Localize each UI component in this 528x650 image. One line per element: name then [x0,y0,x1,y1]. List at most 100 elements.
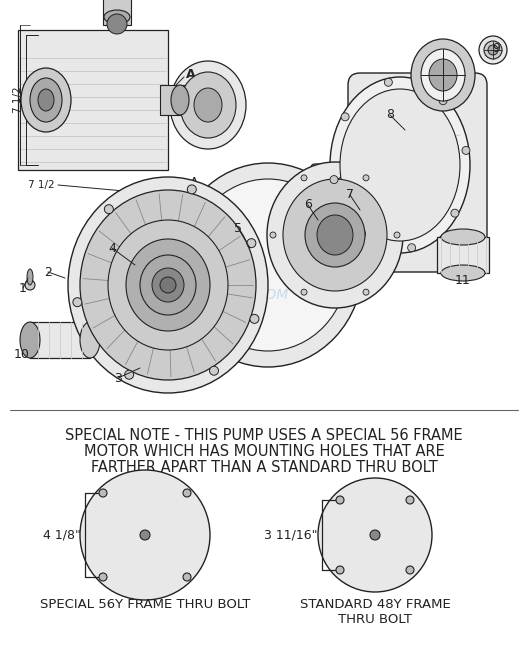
Circle shape [336,566,344,574]
Circle shape [73,298,82,307]
Circle shape [301,175,307,181]
Ellipse shape [180,72,236,138]
Ellipse shape [188,179,348,351]
Text: 1: 1 [19,281,27,294]
Ellipse shape [421,49,465,101]
Circle shape [99,573,107,581]
Circle shape [160,277,176,293]
Circle shape [250,315,259,323]
Ellipse shape [25,280,35,290]
Text: SPECIAL 56Y FRAME THRU BOLT: SPECIAL 56Y FRAME THRU BOLT [40,598,250,611]
Ellipse shape [411,39,475,111]
Text: MOTOR WHICH HAS MOUNTING HOLES THAT ARE: MOTOR WHICH HAS MOUNTING HOLES THAT ARE [83,444,445,459]
Ellipse shape [330,77,470,253]
Text: THRU BOLT: THRU BOLT [338,613,412,626]
Ellipse shape [283,179,387,291]
Ellipse shape [322,175,378,255]
Text: 11: 11 [455,274,471,287]
Ellipse shape [488,45,498,55]
Ellipse shape [104,10,130,24]
Text: 10: 10 [14,348,30,361]
Circle shape [357,230,365,238]
Ellipse shape [80,190,256,380]
Text: 9: 9 [492,42,500,55]
Circle shape [187,185,196,194]
Text: A: A [190,176,199,188]
Text: 4: 4 [108,242,116,255]
Ellipse shape [20,322,40,358]
Text: 5: 5 [234,222,242,235]
Ellipse shape [152,268,184,302]
Circle shape [408,244,416,252]
Text: 7: 7 [346,188,354,202]
Circle shape [210,366,219,375]
Ellipse shape [140,255,196,315]
Ellipse shape [340,89,460,241]
Bar [30,322,90,358]
Text: 8: 8 [386,109,394,122]
Text: INYOPOOLS.COM: INYOPOOLS.COM [172,288,289,302]
Text: 3: 3 [114,372,122,385]
Bar [160,85,188,115]
Circle shape [270,232,276,238]
Ellipse shape [484,41,502,59]
Text: 3 11/16": 3 11/16" [265,528,318,541]
Text: 7 1/2: 7 1/2 [13,86,23,113]
Circle shape [370,530,380,540]
Text: 7 1/2: 7 1/2 [29,180,55,190]
Text: SPECIAL NOTE - THIS PUMP USES A SPECIAL 56 FRAME: SPECIAL NOTE - THIS PUMP USES A SPECIAL … [65,428,463,443]
Ellipse shape [267,162,403,308]
Bar [103,0,131,25]
Circle shape [336,496,344,504]
Ellipse shape [171,85,189,115]
Circle shape [451,209,459,217]
Ellipse shape [173,163,363,367]
Circle shape [341,113,349,121]
Text: 6: 6 [304,198,312,211]
Ellipse shape [441,229,485,245]
Ellipse shape [170,61,246,149]
Circle shape [394,232,400,238]
Ellipse shape [479,36,507,64]
Bar [437,237,489,273]
Circle shape [80,470,210,600]
Circle shape [183,489,191,497]
Ellipse shape [107,14,127,34]
Circle shape [439,97,447,105]
Circle shape [406,566,414,574]
Ellipse shape [80,322,100,358]
Ellipse shape [441,265,485,281]
Circle shape [125,370,134,379]
Text: 2: 2 [44,265,52,278]
Bar [18,30,168,170]
Circle shape [363,289,369,295]
Circle shape [105,205,114,214]
Ellipse shape [68,177,268,393]
Ellipse shape [305,203,365,267]
Circle shape [318,478,432,592]
Circle shape [330,176,338,183]
Circle shape [99,489,107,497]
Ellipse shape [317,215,353,255]
Ellipse shape [194,88,222,122]
Circle shape [384,78,392,86]
Text: A: A [186,68,196,81]
Text: STANDARD 48Y FRAME: STANDARD 48Y FRAME [299,598,450,611]
Circle shape [363,175,369,181]
Ellipse shape [38,89,54,111]
Circle shape [462,146,470,155]
Circle shape [140,530,150,540]
Ellipse shape [30,78,62,122]
FancyBboxPatch shape [348,73,487,272]
Ellipse shape [429,59,457,91]
Ellipse shape [21,68,71,132]
Circle shape [301,289,307,295]
Circle shape [183,573,191,581]
FancyBboxPatch shape [311,164,389,267]
Circle shape [406,496,414,504]
Ellipse shape [126,239,210,331]
Text: 4 1/8": 4 1/8" [43,528,81,541]
Text: FARTHER APART THAN A STANDARD THRU BOLT: FARTHER APART THAN A STANDARD THRU BOLT [91,460,437,475]
Ellipse shape [27,269,33,285]
Ellipse shape [108,220,228,350]
